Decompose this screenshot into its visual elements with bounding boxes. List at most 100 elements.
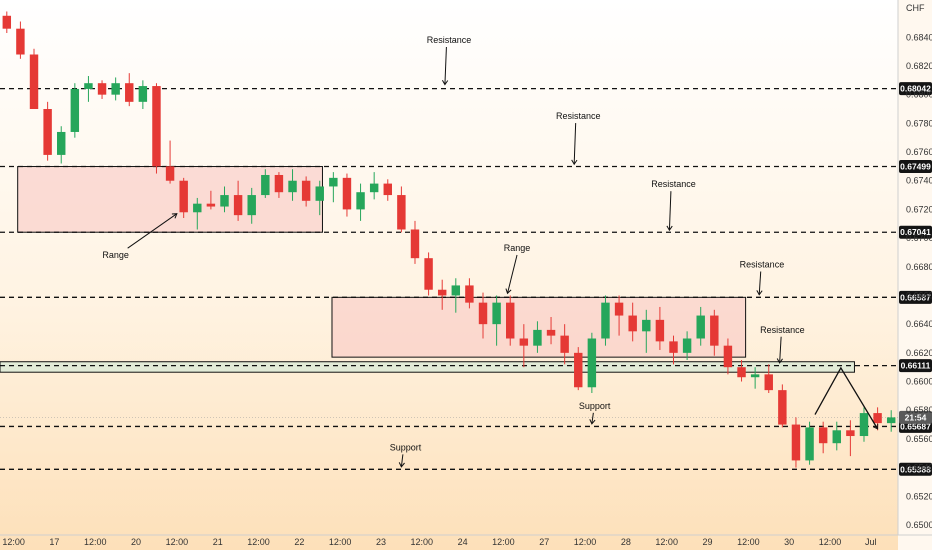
candle-body [233,195,243,216]
projection-path [814,366,879,430]
level-price-label: 0.66111 [901,361,931,371]
annotation-arrow-head [398,462,405,468]
x-tick-label: 12:00 [819,537,842,547]
x-tick-label: 23 [376,537,386,547]
x-tick-label: 30 [784,537,794,547]
x-tick-label: 21 [213,537,223,547]
level-price-badge [899,225,932,239]
level-price-label: 0.65388 [900,464,931,474]
candle-body [750,374,760,378]
current-price-label: 21:54 [905,412,927,422]
annotation-arrow-head [776,358,783,364]
x-tick-label: 20 [131,537,141,547]
candle-body [383,183,392,196]
currency-label: CHF [906,3,925,13]
y-tick-label: 0.65000 [906,520,932,530]
candle-body [301,180,311,201]
annotation-text: Resistance [556,111,601,121]
candle-body [193,203,202,213]
candle-body [846,430,855,437]
x-tick-label: 12:00 [655,537,678,547]
x-tick-label: 12:00 [247,537,270,547]
annotation-text: Resistance [427,35,472,45]
candle-body [43,109,52,155]
x-tick-label: 24 [458,537,468,547]
candle-body [873,413,882,424]
current-price-badge [899,410,932,424]
candle-body [57,131,66,155]
x-tick-label: Jul [865,537,877,547]
annotation-text: Resistance [651,179,696,189]
candle-body [111,83,120,95]
candle-body [424,258,433,290]
level-price-badge [899,290,932,304]
candle-body [125,83,134,102]
candle-body [859,413,869,437]
candle-body [710,315,719,346]
candle-body [16,28,25,55]
x-tick-label: 29 [703,537,713,547]
candle-body [655,319,665,342]
candle-body [506,302,515,339]
candle-body [397,195,406,230]
level-price-label: 0.67499 [900,162,931,172]
candle-body [601,302,610,339]
annotation-arrow-head [666,225,673,232]
annotation-text: Resistance [740,260,785,270]
candle-body [574,352,583,388]
candle-body [465,285,474,303]
candle-body [805,427,814,461]
annotation-text: Support [390,442,422,452]
candle-body [451,285,461,296]
candle-body [492,302,501,325]
level-price-label: 0.66587 [900,292,931,302]
range-arrow-head [505,288,512,295]
candle-body [642,319,651,332]
candle-body [546,329,556,336]
candle-body [329,177,338,187]
candle-body [70,88,80,132]
candle-body [437,289,447,296]
resistance-band [0,361,855,373]
level-price-badge [899,160,932,174]
range-arrow-head [171,213,178,219]
annotation-arrow [779,336,782,363]
annotation-arrow-head [589,419,596,425]
level-price-badge [899,359,932,373]
x-tick-label: 28 [621,537,631,547]
annotation-arrow-head [756,290,763,296]
candle-body [764,374,773,391]
candle-body [614,302,624,316]
annotation-text: Resistance [760,325,805,335]
candle-body [342,177,352,210]
candle-body [84,83,93,89]
annotation-arrow [591,412,594,424]
level-price-badge [899,82,932,96]
candle-body [669,341,678,353]
candle-body [818,427,828,444]
candle-body [220,195,229,207]
x-tick-label: 12:00 [84,537,107,547]
range-arrow [127,213,178,249]
x-tick-label: 12:00 [166,537,189,547]
range-arrow [507,254,518,294]
level-price-badge [899,462,932,476]
candle-body [737,367,746,378]
candle-body [696,315,705,339]
x-tick-label: 12:00 [737,537,760,547]
candle-body [886,417,896,424]
